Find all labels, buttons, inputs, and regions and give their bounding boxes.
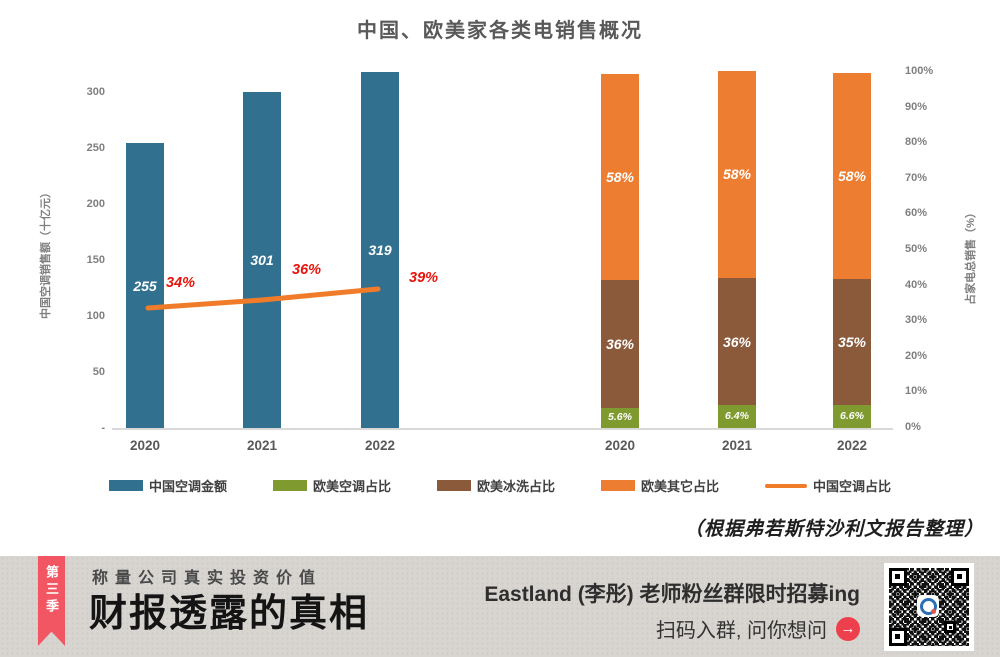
bar-value-label: 301 xyxy=(250,252,274,268)
segment-label: 58% xyxy=(837,168,867,184)
legend-swatch-line xyxy=(765,483,808,488)
bar-value-label: 255 xyxy=(133,278,157,294)
x-tick-west-2022: 2022 xyxy=(836,438,868,453)
x-tick-china-2020: 2020 xyxy=(129,438,161,453)
legend-item-china-amount: 中国空调金额 xyxy=(108,476,227,495)
bottom-banner: 第三季 称量公司真实投资价值 财报透露的真相 Eastland (李彤) 老师粉… xyxy=(0,556,1000,657)
x-tick-west-2020: 2020 xyxy=(604,438,636,453)
line-value-label: 39% xyxy=(409,270,439,286)
right-axis-tick: 20% xyxy=(905,350,928,362)
legend-label: 中国空调占比 xyxy=(813,479,892,494)
right-axis-tick: 100% xyxy=(905,65,934,77)
left-axis-tick: 50 xyxy=(92,366,105,378)
segment-west-ac-2021 xyxy=(718,405,756,428)
right-axis-tick: 80% xyxy=(905,136,928,148)
left-axis-tick: 150 xyxy=(86,254,105,266)
segment-label: 35% xyxy=(837,334,867,350)
right-axis-tick: 30% xyxy=(905,314,928,326)
left-axis-tick: 250 xyxy=(86,142,105,154)
banner-title: 财报透露的真相 xyxy=(89,593,370,635)
left-axis-tick: 300 xyxy=(86,86,105,98)
legend-label: 欧美冰洗占比 xyxy=(476,479,555,494)
line-value-label: 36% xyxy=(292,262,322,278)
right-axis-tick: 50% xyxy=(905,243,928,255)
bar-value-label: 319 xyxy=(368,242,392,258)
promo-cta-text: 扫码入群, 问你想问 xyxy=(655,620,827,642)
segment-label: 36% xyxy=(605,336,635,352)
segment-west-ac-2022 xyxy=(833,405,871,428)
legend-item-china-share: 中国空调占比 xyxy=(765,476,891,495)
x-tick-china-2022: 2022 xyxy=(364,438,396,453)
qr-finder-bottom-left xyxy=(889,628,907,646)
legend: 中国空调金额 欧美空调占比 欧美冰洗占比 欧美其它占比 中国空调占比 xyxy=(0,476,1000,495)
legend-label: 欧美空调占比 xyxy=(312,479,391,494)
qr-alignment-square xyxy=(944,621,956,633)
legend-item-west-ac: 欧美空调占比 xyxy=(272,476,391,495)
segment-label: 58% xyxy=(722,166,752,182)
bar-china-2020 xyxy=(126,143,164,428)
x-tick-china-2021: 2021 xyxy=(246,438,278,453)
qr-logo-ring xyxy=(919,597,937,615)
bar-china-2022 xyxy=(361,72,399,428)
line-value-label: 34% xyxy=(166,275,196,291)
source-footnote: （根据弗若斯特沙利文报告整理） xyxy=(683,519,984,540)
right-axis-tick: 70% xyxy=(905,172,928,184)
right-axis-tick: 10% xyxy=(905,385,928,397)
legend-swatch-blue xyxy=(108,480,143,491)
left-axis-title: 中国空调销售额（十亿元） xyxy=(40,187,52,319)
left-axis-tick: 100 xyxy=(86,310,105,322)
right-axis-tick: 40% xyxy=(905,279,928,291)
banner-tagline: 称量公司真实投资价值 xyxy=(92,570,323,587)
legend-item-west-fridge: 欧美冰洗占比 xyxy=(436,476,555,495)
season-ribbon: 第三季 xyxy=(38,556,65,646)
legend-swatch-orange xyxy=(601,480,635,491)
segment-label: 6.4% xyxy=(725,410,749,422)
segment-label: 6.6% xyxy=(840,410,864,422)
legend-label: 中国空调金额 xyxy=(148,479,227,494)
right-axis-title: 占家电总销售（%） xyxy=(965,207,977,305)
qr-finder-top-left xyxy=(889,568,907,586)
legend-label: 欧美其它占比 xyxy=(641,479,720,494)
season-label: 第三季 xyxy=(44,565,59,616)
promo-cta-row: 扫码入群, 问你想问 → xyxy=(656,614,860,643)
segment-west-other-2021 xyxy=(718,71,756,278)
left-axis-tick: 200 xyxy=(86,198,105,210)
right-axis-tick: 0% xyxy=(905,421,921,433)
segment-label: 58% xyxy=(605,169,635,185)
bar-china-2021 xyxy=(243,92,281,428)
segment-west-other-2022 xyxy=(833,73,871,279)
legend-item-west-other: 欧美其它占比 xyxy=(601,476,719,495)
qr-finder-top-right xyxy=(951,568,969,586)
arrow-right-circle-icon: → xyxy=(836,616,860,641)
segment-west-fridge-2022 xyxy=(833,279,871,405)
legend-swatch-green xyxy=(272,480,307,491)
segment-west-ac-2020 xyxy=(601,408,639,428)
segment-label: 36% xyxy=(722,334,752,350)
x-axis-line xyxy=(112,428,893,430)
x-tick-west-2021: 2021 xyxy=(721,438,753,453)
segment-west-fridge-2020 xyxy=(601,280,639,408)
chart-title: 中国、欧美家各类电销售概况 xyxy=(357,20,643,42)
legend-swatch-brown xyxy=(436,480,471,491)
segment-west-other-2020 xyxy=(601,74,639,280)
left-axis-tick: - xyxy=(101,422,105,434)
segment-west-fridge-2021 xyxy=(718,278,756,405)
right-axis-tick: 90% xyxy=(905,101,928,113)
promo-title: Eastland (李彤) 老师粉丝群限时招募ing xyxy=(484,583,860,606)
qr-center-logo xyxy=(917,595,939,617)
qr-code-icon xyxy=(884,563,974,651)
right-axis-tick: 60% xyxy=(905,207,928,219)
segment-label: 5.6% xyxy=(608,411,632,423)
